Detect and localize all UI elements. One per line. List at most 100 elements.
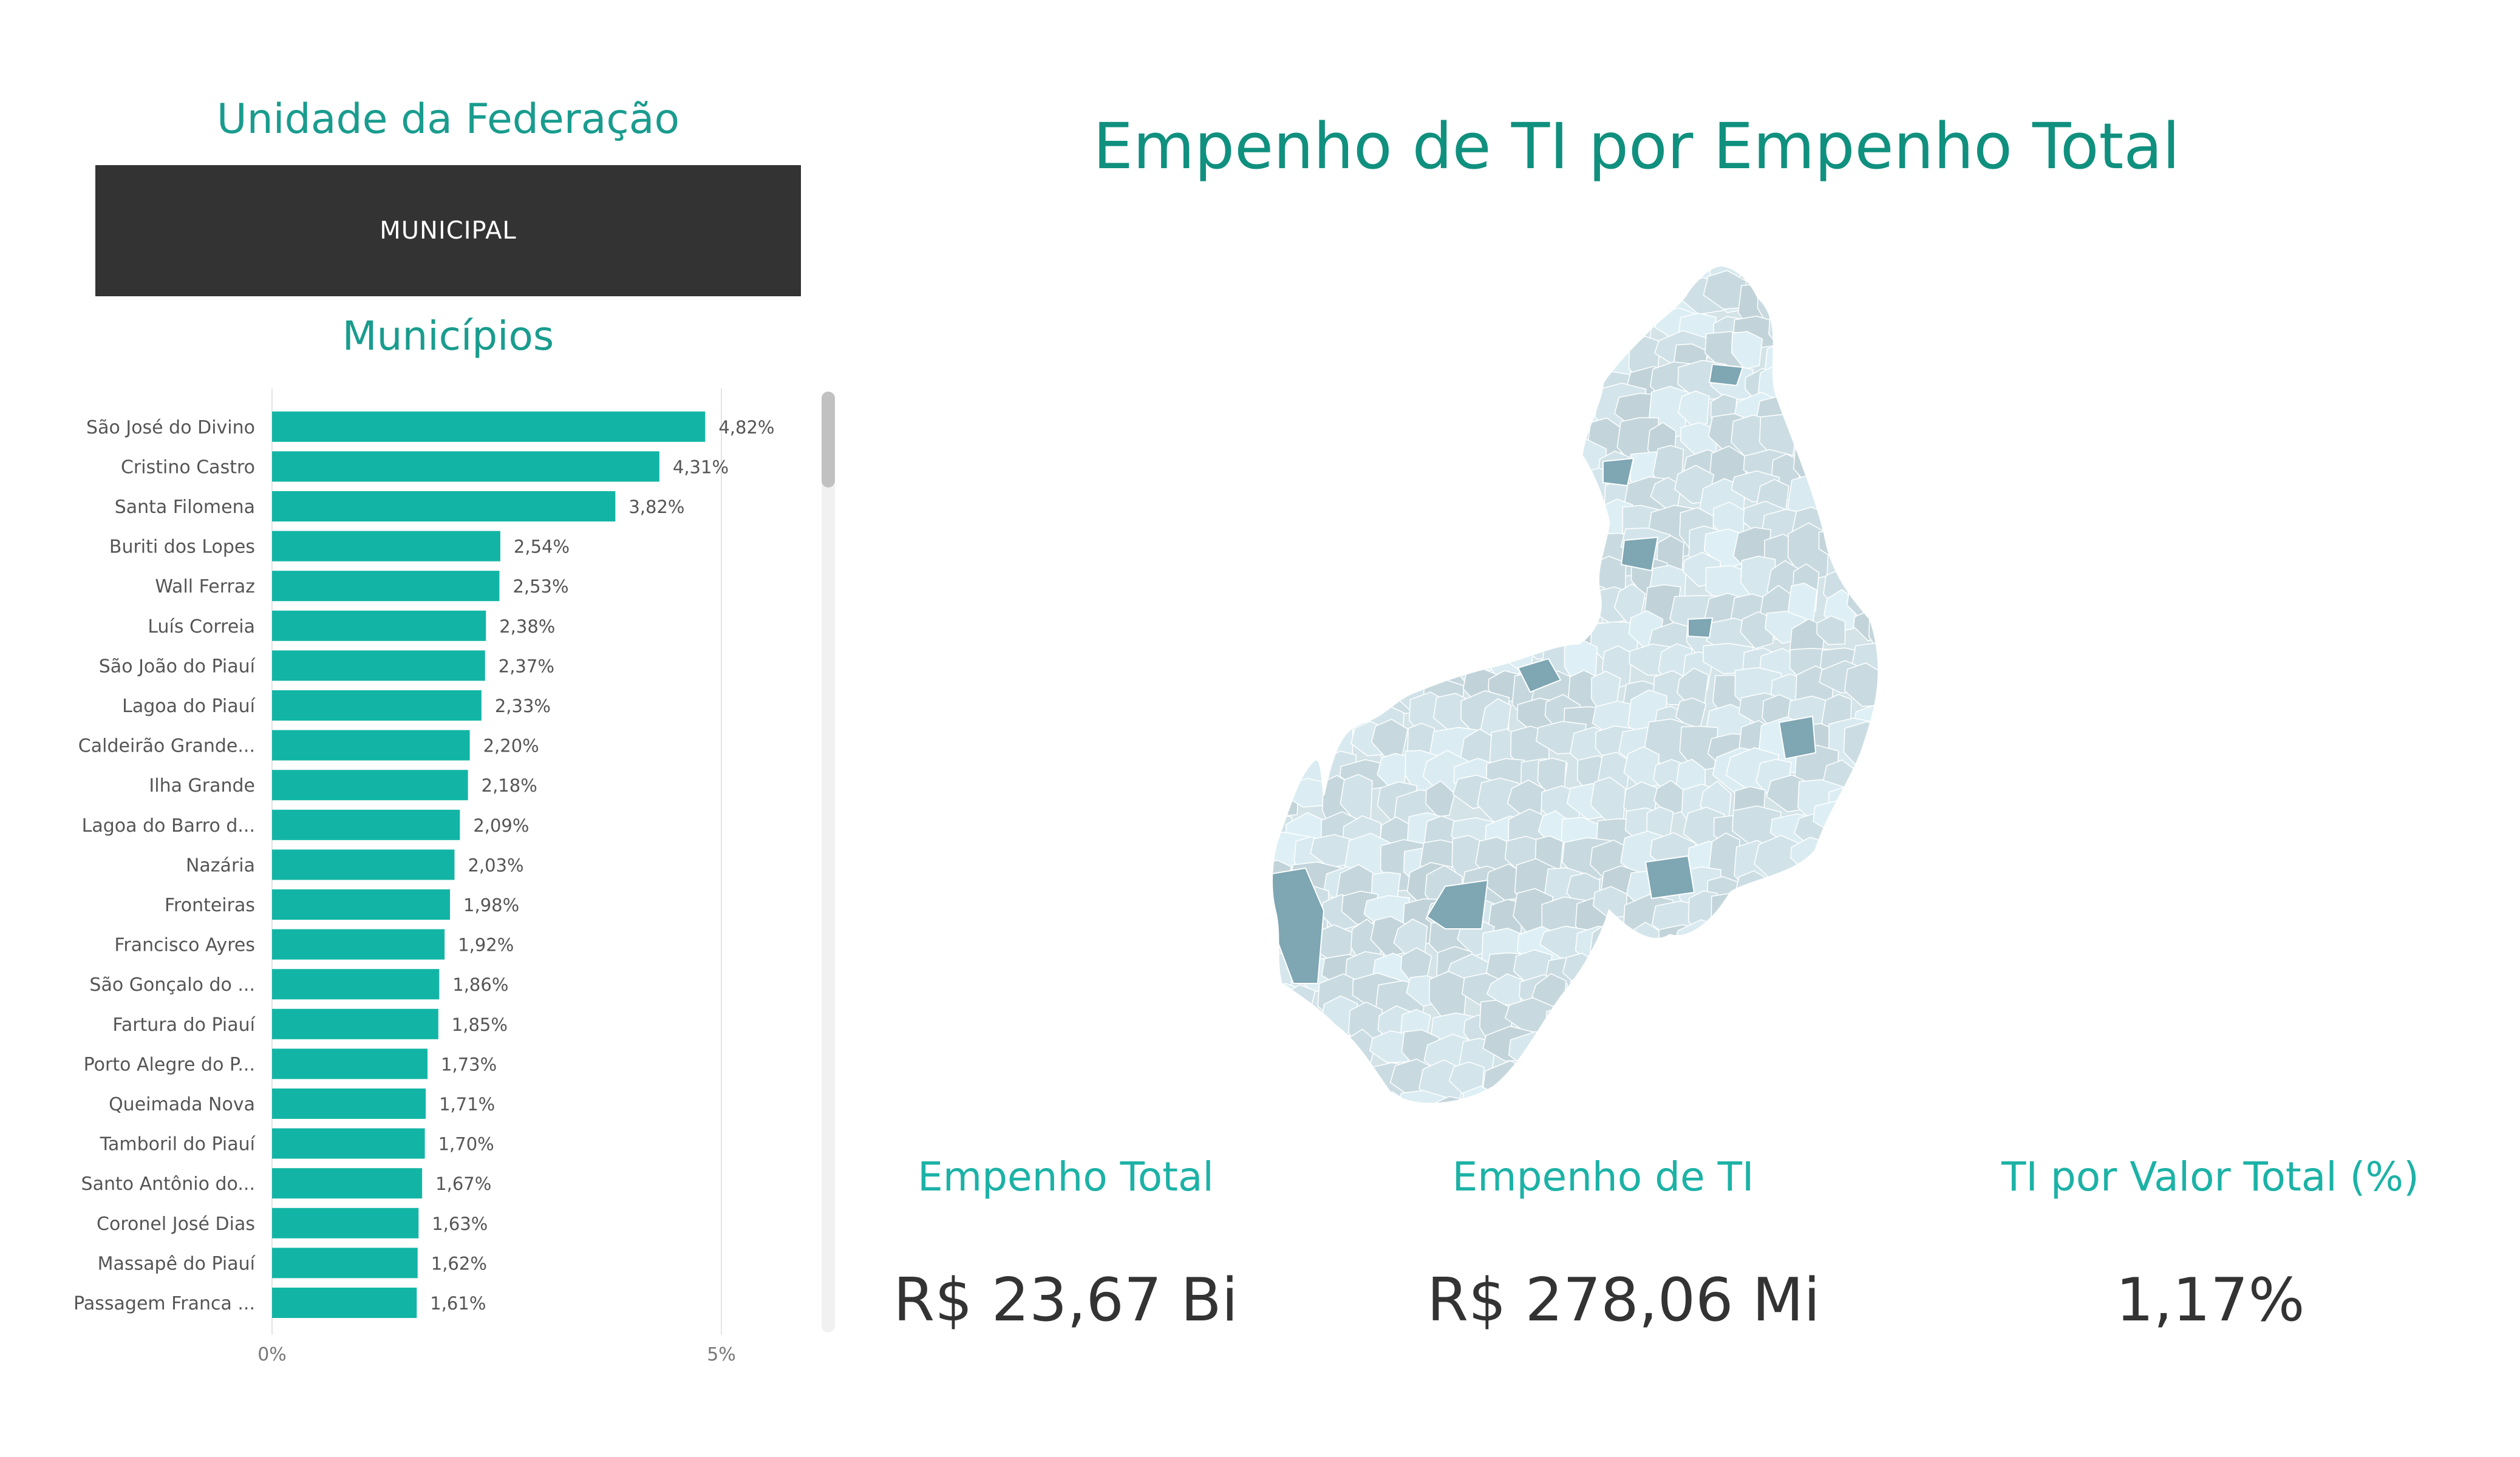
municipality-region[interactable] [1795,367,1828,423]
municipality-region[interactable] [1734,951,1784,987]
municipality-region[interactable] [1572,1060,1613,1109]
municipality-region[interactable] [1312,696,1345,738]
municipality-region[interactable] [1731,1114,1763,1147]
municipality-region[interactable] [1542,586,1573,622]
municipality-region[interactable] [1540,454,1587,505]
municipality-region[interactable] [1431,509,1473,561]
municipality-region[interactable] [1898,1115,1907,1147]
municipality-region[interactable] [1510,255,1560,302]
municipality-region[interactable] [1338,1067,1372,1124]
municipality-region[interactable] [1405,506,1443,554]
municipality-region[interactable] [1312,1095,1357,1129]
municipality-region[interactable] [1514,282,1565,313]
municipality-region[interactable] [1827,255,1856,288]
municipality-region-highlight[interactable] [1547,478,1583,517]
municipality-region[interactable] [1369,259,1408,294]
municipality-region[interactable] [1677,1010,1721,1061]
municipality-region[interactable] [1544,385,1578,435]
municipality-region[interactable] [1294,605,1344,648]
municipality-region[interactable] [1825,840,1859,885]
municipality-region[interactable] [1401,441,1430,498]
municipality-region[interactable] [1901,1014,1907,1061]
municipality-region[interactable] [1263,413,1303,452]
municipality-region[interactable] [1511,397,1559,434]
municipality-region[interactable] [1899,609,1907,642]
municipality-region[interactable] [1378,616,1410,675]
municipality-region[interactable] [1839,282,1878,337]
municipality-region[interactable] [1871,833,1907,880]
municipality-region[interactable] [1783,875,1824,919]
municipality-region[interactable] [1821,1027,1858,1075]
municipality-region[interactable] [1404,313,1456,356]
municipality-region[interactable] [1655,1064,1703,1105]
municipality-region[interactable] [1855,391,1902,426]
piaui-choropleth-map[interactable] [1263,255,1907,1147]
municipality-region[interactable] [1641,255,1684,293]
municipality-region[interactable] [1852,255,1892,303]
municipality-region[interactable] [1854,1031,1890,1070]
municipality-region[interactable] [1287,1113,1314,1147]
municipality-region[interactable] [1263,561,1295,601]
municipality-region[interactable] [1263,619,1306,665]
municipality-region[interactable] [1289,521,1333,563]
municipality-region[interactable] [1737,1092,1787,1127]
municipality-region[interactable] [1539,1068,1574,1099]
municipality-region[interactable] [1562,325,1609,364]
municipality-region[interactable] [1263,338,1316,392]
municipality-region[interactable] [1315,563,1349,604]
municipality-region[interactable] [1263,255,1292,291]
municipality-region[interactable] [1784,1058,1830,1107]
municipality-region[interactable] [1264,730,1310,768]
municipality-region[interactable] [1601,282,1633,333]
municipality-region[interactable] [1289,424,1318,475]
municipality-region[interactable] [1501,302,1556,342]
municipality-region[interactable] [1900,1065,1907,1116]
municipality-region[interactable] [1481,579,1528,630]
municipality-region[interactable] [1791,895,1831,946]
municipality-region[interactable] [1896,813,1907,856]
municipality-region[interactable] [1793,925,1847,959]
municipality-region[interactable] [1263,1036,1310,1093]
municipality-region[interactable] [1839,844,1886,900]
municipality-region[interactable] [1790,338,1831,386]
municipality-region[interactable] [1371,367,1403,406]
municipality-region[interactable] [1651,950,1686,985]
municipality-region[interactable] [1562,255,1601,280]
municipality-region[interactable] [1905,512,1907,563]
bar[interactable] [272,1008,438,1039]
municipality-region[interactable] [1814,393,1853,452]
municipality-region[interactable] [1292,497,1335,544]
municipality-region[interactable] [1771,867,1817,914]
municipality-region[interactable] [1539,478,1582,517]
municipality-region[interactable] [1542,1084,1571,1134]
municipality-region[interactable] [1473,413,1517,452]
municipality-region[interactable] [1564,284,1599,331]
municipality-region[interactable] [1425,255,1462,291]
municipality-region[interactable] [1623,283,1660,318]
municipality-region[interactable] [1340,534,1369,576]
municipality-region[interactable] [1536,539,1589,574]
municipality-region[interactable] [1515,446,1547,482]
municipality-region[interactable] [1422,527,1458,582]
municipality-region[interactable] [1626,1094,1672,1132]
municipality-region[interactable] [1842,469,1873,520]
municipality-region[interactable] [1266,356,1311,389]
municipality-region[interactable] [1822,485,1864,528]
municipality-region[interactable] [1392,338,1422,393]
bar[interactable] [272,531,500,562]
municipality-region[interactable] [1602,1059,1649,1102]
municipality-region[interactable] [1813,971,1852,1010]
municipality-region[interactable] [1517,483,1548,535]
municipality-region[interactable] [1872,1008,1907,1048]
municipality-region[interactable] [1658,1007,1703,1058]
municipality-region[interactable] [1340,639,1388,673]
municipality-region[interactable] [1542,558,1589,593]
municipality-region[interactable] [1295,554,1345,591]
municipality-region[interactable] [1516,361,1550,407]
municipality-region[interactable] [1320,373,1354,417]
municipality-region[interactable] [1491,523,1521,564]
municipality-region[interactable] [1487,483,1522,533]
municipality-region[interactable] [1589,923,1619,977]
bar[interactable] [272,770,468,801]
municipality-region[interactable] [1309,308,1359,368]
